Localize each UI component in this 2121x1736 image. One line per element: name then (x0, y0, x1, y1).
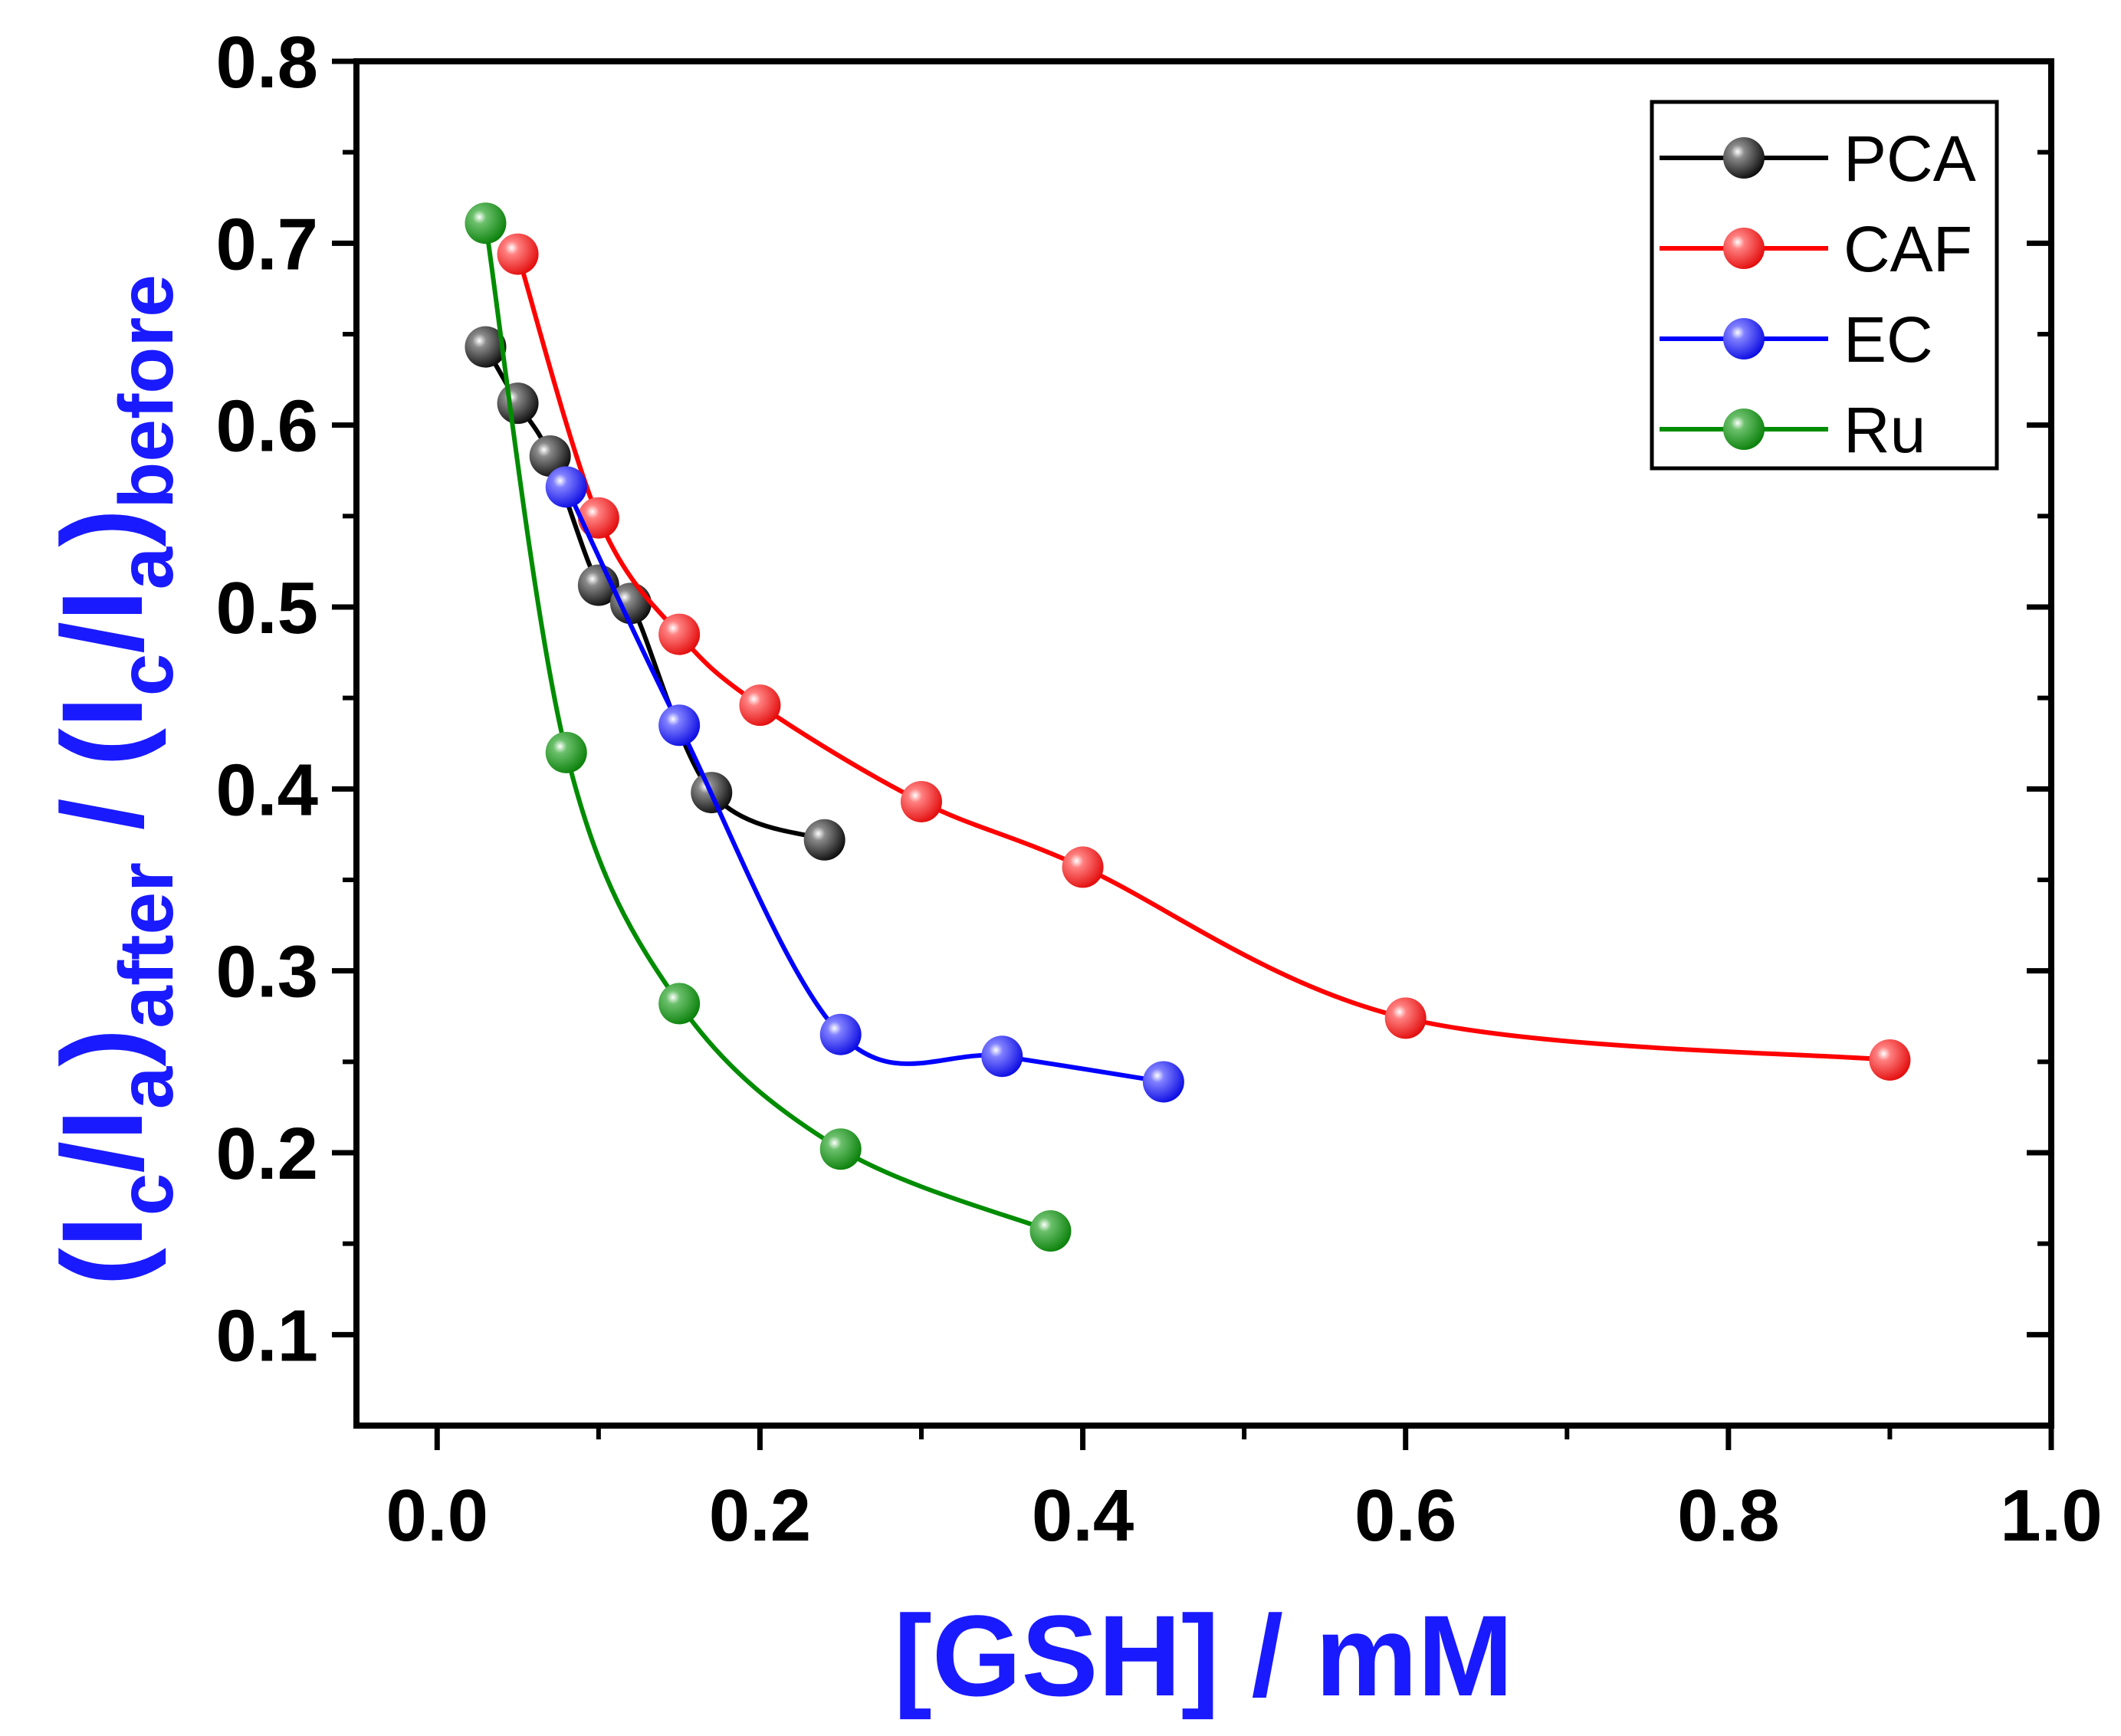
y-tick-label: 0.4 (216, 749, 318, 831)
legend-entry-caf: CAF (1660, 213, 1972, 285)
y-axis-title-part: ) (38, 509, 166, 547)
legend-label: PCA (1844, 123, 1976, 195)
data-point (1384, 997, 1427, 1039)
series-ru (465, 202, 1072, 1252)
y-axis-title-part: a (103, 1065, 189, 1109)
data-point (981, 1035, 1023, 1078)
data-point (465, 202, 507, 244)
series-ec (545, 466, 1184, 1103)
y-tick-label: 0.8 (216, 21, 318, 103)
x-tick-label: 0.8 (1677, 1475, 1779, 1557)
legend-marker (1723, 409, 1765, 450)
x-tick-label: 1.0 (2000, 1475, 2102, 1557)
legend-label: EC (1844, 304, 1933, 376)
y-axis-title-part: /I (38, 589, 166, 653)
data-point (1029, 1210, 1072, 1252)
legend-entry-ec: EC (1660, 304, 1933, 376)
y-tick-label: 0.2 (216, 1113, 318, 1195)
data-point (497, 233, 539, 275)
data-point (739, 684, 781, 727)
series-layer (465, 202, 1911, 1252)
legend-entry-pca: PCA (1660, 123, 1976, 195)
y-axis-tick-labels: 0.1 0.2 0.3 0.4 0.5 0.6 0.7 0.8 (216, 21, 318, 1377)
x-axis-ticks (434, 1426, 2054, 1450)
data-point (1869, 1039, 1911, 1081)
data-point (819, 1013, 862, 1055)
data-point (545, 466, 587, 508)
data-point (819, 1128, 862, 1170)
series-caf (497, 233, 1911, 1081)
x-tick-label: 0.2 (709, 1475, 811, 1557)
data-point (901, 780, 942, 822)
y-tick-label: 0.7 (216, 203, 318, 285)
data-point (658, 983, 701, 1025)
y-axis-title-part: ) (38, 1029, 166, 1067)
y-axis-title-part: /I (38, 1109, 166, 1173)
x-tick-label: 0.6 (1354, 1475, 1456, 1557)
data-point (658, 613, 701, 655)
y-axis-title: (Ic/Ia)after / (Ic/Ia)before (38, 274, 189, 1286)
legend: PCA CAF EC Ru (1650, 100, 1999, 471)
series-pca (465, 326, 845, 861)
data-point (465, 326, 507, 368)
data-point (1142, 1061, 1184, 1103)
data-point (803, 819, 845, 861)
y-axis-title-part: before (103, 274, 189, 509)
series-line-ru (483, 222, 1052, 1233)
y-tick-label: 0.5 (216, 567, 318, 649)
y-axis-title-part: after (103, 862, 189, 1029)
legend-label: Ru (1844, 394, 1926, 466)
legend-entry-ru: Ru (1660, 394, 1926, 466)
data-point (529, 435, 571, 477)
data-point (1062, 846, 1104, 888)
plot-frame (353, 58, 2054, 1429)
data-point (545, 731, 587, 773)
legend-marker (1723, 228, 1765, 269)
data-point (577, 497, 619, 539)
series-line-ec (564, 486, 1164, 1085)
y-axis-title-part: c (103, 654, 189, 697)
data-point (609, 582, 652, 625)
data-point (497, 382, 539, 425)
legend-label: CAF (1844, 213, 1972, 285)
x-tick-label: 0.4 (1032, 1475, 1134, 1557)
x-tick-label: 0.0 (386, 1475, 488, 1557)
legend-box (1650, 100, 1999, 471)
y-axis-title-part: / (I (38, 696, 166, 862)
x-axis-title: [GSH] / mM (894, 1591, 1513, 1720)
data-point (658, 704, 701, 747)
y-axis-title-part: a (103, 546, 189, 589)
y-tick-label: 0.3 (216, 931, 318, 1013)
x-axis-tick-labels: 0.0 0.2 0.4 0.6 0.8 1.0 (386, 1475, 2103, 1557)
y-tick-label: 0.6 (216, 386, 318, 468)
y-tick-label: 0.1 (216, 1295, 318, 1377)
y-axis-title-part: c (103, 1173, 189, 1216)
y-axis-ticks (332, 58, 2051, 1337)
legend-marker (1723, 137, 1765, 179)
y-axis-title-part: (I (38, 1216, 166, 1286)
legend-marker (1723, 318, 1765, 359)
